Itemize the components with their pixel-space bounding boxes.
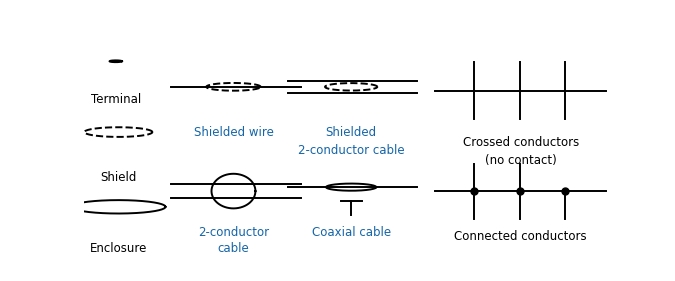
Text: (no contact): (no contact) xyxy=(485,154,556,167)
Text: Enclosure: Enclosure xyxy=(90,242,147,255)
Text: Shield: Shield xyxy=(100,171,136,184)
Text: Crossed conductors: Crossed conductors xyxy=(462,136,578,149)
Text: cable: cable xyxy=(217,242,249,255)
Text: Shielded wire: Shielded wire xyxy=(194,126,273,139)
Text: 2-conductor cable: 2-conductor cable xyxy=(298,144,404,157)
Text: Connected conductors: Connected conductors xyxy=(454,230,587,243)
Text: 2-conductor: 2-conductor xyxy=(198,226,269,239)
Text: Shielded: Shielded xyxy=(325,126,377,139)
Text: Coaxial cable: Coaxial cable xyxy=(312,226,391,239)
Text: Terminal: Terminal xyxy=(90,93,141,106)
